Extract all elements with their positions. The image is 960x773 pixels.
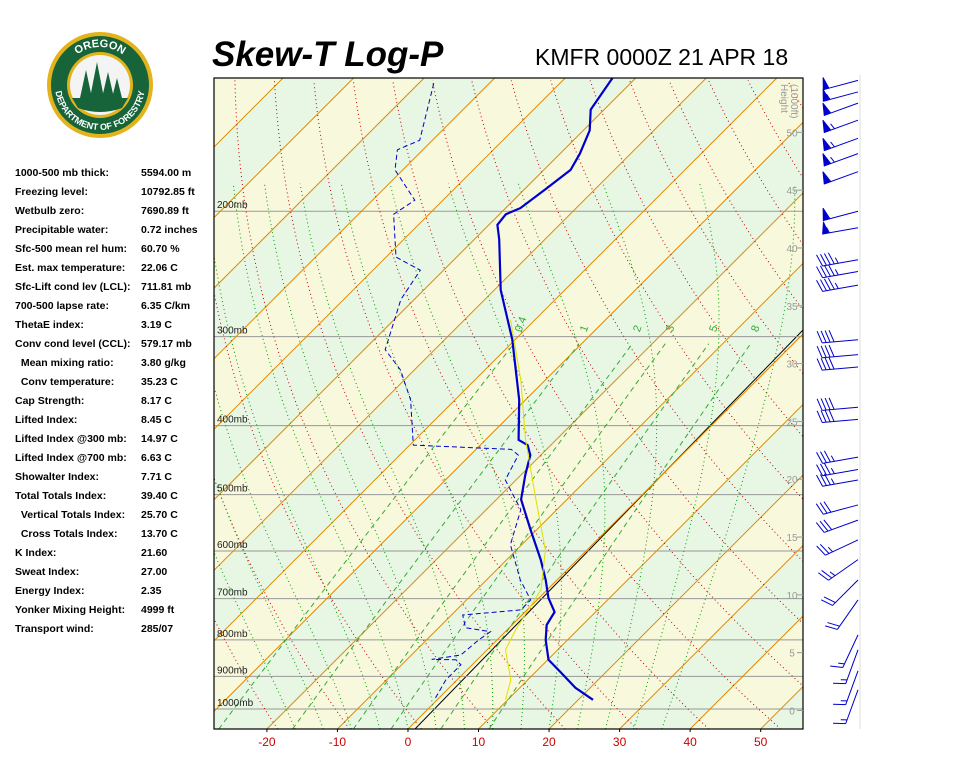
stat-value: 285/07 <box>141 623 173 635</box>
x-tick-label: -20 <box>258 735 276 749</box>
stat-value: 27.00 <box>141 566 167 578</box>
stat-value: 711.81 mb <box>141 281 191 293</box>
stat-label: K Index: <box>15 547 56 559</box>
stat-value: 7.71 C <box>141 471 172 483</box>
pressure-label: 200mb <box>217 200 248 211</box>
stat-label: Energy Index: <box>15 585 84 597</box>
stat-value: 10792.85 ft <box>141 186 195 198</box>
stat-value: 35.23 C <box>141 376 178 388</box>
stat-label: Precipitable water: <box>15 224 108 236</box>
stat-label: Mean mixing ratio: <box>15 357 114 369</box>
pressure-label: 900mb <box>217 665 248 676</box>
stat-value: 579.17 mb <box>141 338 192 350</box>
stat-label: Sfc-500 mean rel hum: <box>15 243 127 255</box>
dry-adiabat <box>945 80 960 729</box>
stat-value: 25.70 C <box>141 509 178 521</box>
stat-label: Vertical Totals Index: <box>15 509 125 521</box>
height-tick-label: 20 <box>786 475 798 486</box>
stat-label: Sfc-Lift cond lev (LCL): <box>15 281 131 293</box>
stat-label: Yonker Mixing Height: <box>15 604 125 616</box>
pressure-label: 500mb <box>217 484 248 495</box>
pressure-label: 700mb <box>217 588 248 599</box>
x-tick-label: 10 <box>472 735 486 749</box>
x-tick-label: 30 <box>613 735 627 749</box>
stat-value: 4999 ft <box>141 604 175 616</box>
height-tick-label: 25 <box>786 417 798 428</box>
title: Skew-T Log-P <box>212 35 444 74</box>
stat-label: Transport wind: <box>15 623 94 635</box>
height-tick-label: 5 <box>789 649 795 660</box>
stat-label: Cross Totals Index: <box>15 528 118 540</box>
stats-panel: 1000-500 mb thick: 5594.00 m Freezing leve… <box>15 167 198 635</box>
stat-value: 6.63 C <box>141 452 172 464</box>
x-tick-label: -10 <box>329 735 347 749</box>
stat-label: ThetaE index: <box>15 319 84 331</box>
stat-value: 22.06 C <box>141 262 178 274</box>
x-tick-label: 0 <box>405 735 412 749</box>
height-tick-label: 0 <box>789 706 795 717</box>
height-axis-label: (1000ft) <box>788 84 799 118</box>
x-tick-label: 20 <box>542 735 556 749</box>
x-tick-label: 50 <box>754 735 768 749</box>
x-tick-label: 40 <box>683 735 697 749</box>
stat-value: 7690.89 ft <box>141 205 189 217</box>
stat-value: 8.17 C <box>141 395 172 407</box>
height-tick-label: 30 <box>786 360 798 371</box>
height-tick-label: 50 <box>786 128 798 139</box>
height-tick-label: 15 <box>786 533 798 544</box>
stat-value: 0.72 inches <box>141 224 198 236</box>
stat-value: 2.35 <box>141 585 162 597</box>
stat-value: 6.35 C/km <box>141 300 190 312</box>
stat-value: 3.19 C <box>141 319 172 331</box>
stat-value: 5594.00 m <box>141 167 191 179</box>
stat-label: Showalter Index: <box>15 471 99 483</box>
pressure-label: 1000mb <box>217 698 254 709</box>
pressure-label: 600mb <box>217 540 248 551</box>
wind-column <box>803 75 860 729</box>
height-tick-label: 45 <box>786 186 798 197</box>
pressure-label: 400mb <box>217 415 248 426</box>
stat-label: Lifted Index @700 mb: <box>15 452 127 464</box>
stat-value: 8.45 C <box>141 414 172 426</box>
stat-label: Sweat Index: <box>15 566 79 578</box>
stat-value: 21.60 <box>141 547 167 559</box>
height-tick-label: 10 <box>786 591 798 602</box>
pressure-label: 300mb <box>217 326 248 337</box>
stat-label: 1000-500 mb thick: <box>15 167 109 179</box>
dry-adiabat <box>906 80 960 729</box>
logo: OREGON DEPARTMENT OF FORESTRY <box>47 32 153 138</box>
stat-label: 700-500 lapse rate: <box>15 300 109 312</box>
stat-value: 39.40 C <box>141 490 178 502</box>
height-axis-label: Height <box>778 84 789 113</box>
stat-label: Est. max temperature: <box>15 262 125 274</box>
pressure-label: 800mb <box>217 629 248 640</box>
stat-value: 3.80 g/kg <box>141 357 186 369</box>
stat-label: Total Totals Index: <box>15 490 106 502</box>
station-time: KMFR 0000Z 21 APR 18 <box>535 44 788 70</box>
stat-label: Lifted Index: <box>15 414 77 426</box>
height-tick-label: 40 <box>786 244 798 255</box>
stat-label: Cap Strength: <box>15 395 84 407</box>
dry-adiabat <box>866 80 960 729</box>
stat-label: Conv cond level (CCL): <box>15 338 131 350</box>
stat-value: 14.97 C <box>141 433 178 445</box>
height-tick-label: 35 <box>786 302 798 313</box>
stat-value: 13.70 C <box>141 528 178 540</box>
stat-value: 60.70 % <box>141 243 180 255</box>
stat-label: Conv temperature: <box>15 376 114 388</box>
stat-label: Freezing level: <box>15 186 88 198</box>
stat-label: Lifted Index @300 mb: <box>15 433 127 445</box>
stat-label: Wetbulb zero: <box>15 205 84 217</box>
